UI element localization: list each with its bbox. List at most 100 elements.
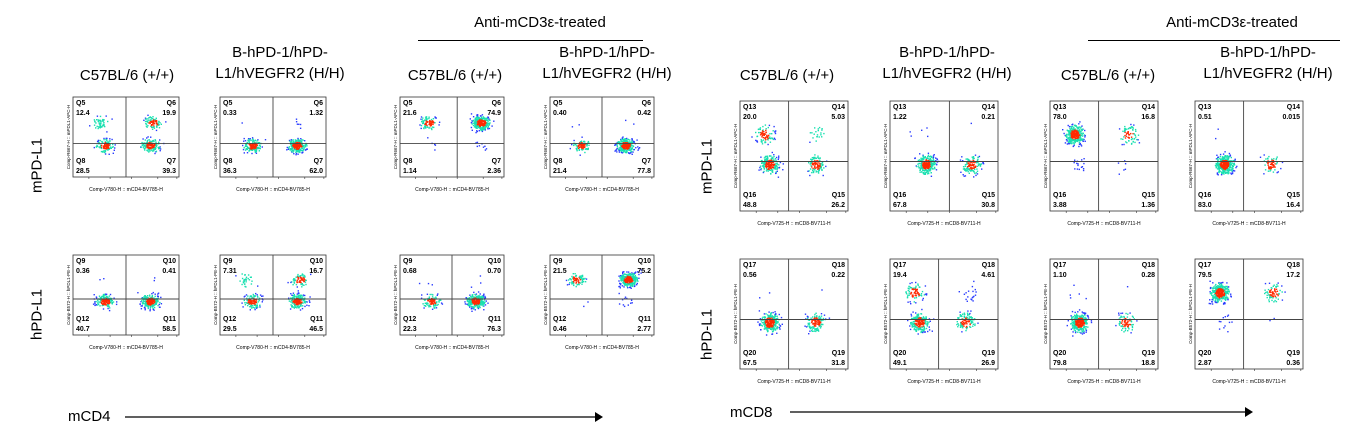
event-dot (431, 128, 433, 131)
event-dot (258, 297, 261, 299)
event-dot (637, 146, 639, 148)
event-dot (309, 296, 311, 298)
event-dot (927, 163, 930, 165)
event-dot (255, 149, 258, 152)
event-dot (768, 137, 771, 139)
event-dot (95, 127, 97, 129)
event-dot (149, 116, 151, 119)
event-dot (1070, 129, 1072, 132)
event-dot (624, 278, 627, 280)
event-dot (150, 119, 152, 121)
header-hh-line1: B-hPD-1/hPD- (559, 44, 655, 61)
event-dot (580, 148, 583, 151)
event-dot (111, 300, 113, 302)
event-dot (245, 279, 247, 281)
event-dot (94, 120, 96, 122)
event-dot (149, 304, 152, 306)
event-dot (620, 140, 623, 143)
event-dot (304, 145, 307, 147)
event-dot (969, 164, 971, 166)
event-dot (774, 130, 776, 133)
event-dot (934, 168, 936, 170)
event-dot (152, 307, 154, 309)
event-dot (971, 169, 974, 172)
event-dot (483, 301, 485, 303)
event-dot (95, 304, 97, 306)
event-dot (774, 164, 777, 167)
event-dot (153, 301, 156, 304)
event-dot (618, 148, 621, 150)
event-dot (817, 172, 820, 174)
event-dot (923, 162, 926, 164)
event-dot (470, 305, 473, 307)
quadrant-name: Q10 (163, 258, 176, 265)
event-dot (823, 132, 825, 135)
event-dot (1071, 134, 1073, 136)
event-dot (432, 303, 434, 305)
event-dot (930, 159, 933, 162)
event-dot (1081, 138, 1084, 140)
event-dot (473, 121, 476, 124)
event-dot (759, 128, 761, 131)
event-dot (300, 277, 302, 279)
event-dot (1070, 137, 1072, 139)
event-dot (923, 158, 925, 160)
event-dot (1077, 135, 1079, 137)
event-dot (301, 297, 303, 299)
event-dot (105, 145, 107, 147)
event-dot (305, 143, 308, 146)
event-dot (100, 144, 103, 146)
event-dot (153, 125, 155, 127)
event-dot (627, 278, 629, 280)
event-dot (935, 157, 937, 159)
event-dot (974, 166, 977, 168)
event-dot (295, 283, 298, 286)
event-dot (959, 159, 962, 161)
event-dot (1229, 162, 1231, 165)
event-dot (584, 146, 586, 148)
quadrant-percent: 16.8 (1141, 114, 1155, 121)
event-dot (485, 125, 488, 127)
event-dot (764, 160, 766, 162)
column-header-cd8-wt-treated: C57BL/6 (+/+) (1060, 67, 1156, 84)
event-dot (928, 166, 930, 168)
event-dot (259, 294, 262, 296)
treated-underline-cd8 (1088, 40, 1340, 41)
event-dot (249, 138, 251, 140)
event-dot (145, 125, 148, 127)
event-dot (107, 141, 110, 143)
event-dot (927, 152, 930, 154)
event-dot (488, 124, 491, 126)
event-dot (296, 144, 299, 146)
event-dot (765, 165, 767, 167)
event-dot (616, 144, 618, 146)
event-dot (296, 275, 299, 277)
event-dot (1078, 130, 1080, 132)
event-dot (767, 170, 769, 172)
event-dot (257, 285, 259, 287)
event-dot (1233, 163, 1235, 165)
event-dot (631, 141, 634, 144)
event-dot (434, 303, 436, 306)
event-dot (484, 149, 487, 151)
event-dot (1071, 135, 1074, 137)
event-dot (971, 156, 973, 158)
event-dot (926, 162, 928, 165)
event-dot (109, 147, 111, 150)
event-dot (430, 127, 433, 130)
header-hh-line2: L1/hVEGFR2 (H/H) (542, 65, 672, 82)
event-dot (481, 119, 483, 121)
event-dot (975, 174, 977, 177)
event-dot (297, 295, 300, 298)
event-dot (473, 291, 475, 294)
column-header-cd4-hh-treated: B-hPD-1/hPD- L1/hVEGFR2 (H/H) (532, 42, 682, 84)
event-dot (578, 145, 580, 148)
event-dot (245, 278, 247, 280)
event-dot (1078, 145, 1080, 148)
event-dot (104, 141, 106, 143)
event-dot (632, 273, 634, 275)
event-dot (299, 143, 301, 145)
event-dot (1216, 173, 1219, 175)
event-dot (636, 278, 638, 280)
event-dot (431, 302, 434, 305)
